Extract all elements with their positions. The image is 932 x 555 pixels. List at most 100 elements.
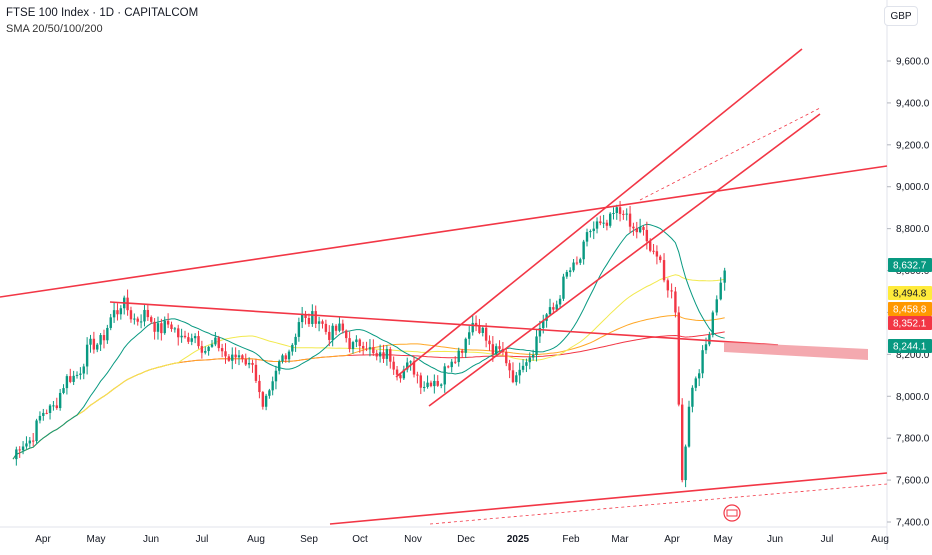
candle-body	[170, 324, 173, 329]
candle-body	[491, 344, 495, 355]
candle-body	[314, 311, 317, 324]
candle-body	[461, 350, 464, 353]
candle-body	[478, 325, 481, 333]
candle-body	[18, 449, 21, 451]
candle-body	[422, 386, 426, 388]
y-tick-label: 9,200.0	[896, 140, 930, 151]
indicator-legend[interactable]: SMA 20/50/100/200	[6, 23, 103, 35]
candle-body	[429, 382, 433, 387]
candle-body	[704, 344, 708, 351]
channel-lower-line[interactable]	[428, 113, 821, 407]
candle-body	[52, 405, 55, 407]
candle-body	[351, 342, 355, 350]
candle-body	[183, 335, 187, 338]
candle-body	[618, 207, 622, 214]
candle-body	[515, 375, 518, 383]
candle-body	[294, 336, 297, 345]
candle-body	[443, 366, 446, 385]
candle-body	[711, 312, 714, 336]
price-badge: 8,352.1	[888, 316, 932, 330]
candle-body	[450, 361, 453, 368]
support-dashed-line[interactable]	[429, 483, 888, 525]
candle-body	[331, 325, 334, 340]
candle-body	[307, 317, 311, 324]
candle-body	[300, 314, 304, 323]
lower-support-line[interactable]	[329, 472, 888, 525]
candle-body	[632, 226, 635, 229]
candle-body	[402, 369, 406, 379]
candle-body	[268, 390, 271, 396]
x-tick-label: Feb	[562, 534, 580, 545]
candle-body	[579, 259, 582, 263]
candle-body	[447, 366, 450, 368]
candle-body	[382, 352, 385, 359]
candle-body	[166, 320, 170, 325]
candle-body	[200, 346, 204, 353]
candle-body	[227, 356, 231, 361]
channel-dashed-line[interactable]	[639, 107, 821, 201]
candle-body	[419, 375, 422, 388]
candle-body	[311, 311, 314, 324]
candle-body	[638, 227, 642, 233]
candle-body	[45, 412, 48, 414]
candle-body	[284, 355, 287, 360]
candle-body	[231, 354, 234, 361]
candle-body	[214, 337, 217, 345]
candle-body	[674, 291, 677, 313]
candle-body	[531, 354, 535, 358]
candle-body	[409, 361, 412, 363]
price-badge-label: 8,244.1	[893, 342, 927, 353]
currency-button[interactable]: GBP	[884, 6, 918, 26]
candle-body	[708, 335, 711, 345]
candle-body	[361, 346, 365, 349]
y-tick-label: 9,600.0	[896, 57, 930, 68]
candle-body	[395, 369, 399, 375]
candle-body	[234, 354, 237, 358]
candle-body	[15, 449, 18, 460]
candle-body	[193, 336, 197, 339]
candle-body	[723, 270, 726, 283]
candle-body	[96, 344, 99, 350]
candle-body	[701, 350, 704, 374]
price-badge: 8,632.7	[888, 258, 932, 272]
candle-body	[264, 395, 268, 407]
price-badge: 8,458.8	[888, 302, 932, 316]
y-tick-label: 7,800.0	[896, 434, 930, 445]
channel-upper-line[interactable]	[395, 48, 803, 378]
candle-body	[31, 440, 35, 442]
candle-body	[433, 380, 436, 387]
candle-body	[622, 213, 625, 215]
candle-body	[457, 350, 460, 363]
x-tick-label: Jun	[767, 534, 783, 545]
candle-body	[35, 420, 38, 442]
candle-body	[585, 232, 589, 242]
candle-body	[210, 344, 214, 347]
candle-body	[220, 348, 224, 352]
candle-body	[150, 317, 153, 322]
y-tick-label: 8,000.0	[896, 392, 930, 403]
candle-body	[241, 355, 244, 360]
candle-body	[691, 387, 694, 407]
candle-body	[244, 359, 247, 365]
candle-body	[684, 446, 687, 481]
candle-body	[599, 221, 602, 224]
upper-trend-line[interactable]	[0, 165, 888, 298]
candle-body	[548, 307, 552, 315]
candle-body	[328, 331, 331, 340]
candle-body	[258, 380, 261, 393]
candle-body	[368, 347, 372, 350]
support-zone-box[interactable]	[724, 342, 868, 360]
x-tick-label: Nov	[404, 534, 422, 545]
candle-body	[102, 335, 106, 341]
candle-body	[542, 320, 545, 329]
descending-resistance-line[interactable]	[109, 301, 779, 346]
candle-body	[645, 229, 649, 242]
candle-body	[109, 317, 112, 328]
candle-body	[615, 207, 618, 213]
candle-body	[28, 440, 32, 444]
candle-body	[568, 270, 572, 273]
y-tick-label: 8,200.0	[896, 350, 930, 361]
candle-body	[484, 327, 488, 341]
